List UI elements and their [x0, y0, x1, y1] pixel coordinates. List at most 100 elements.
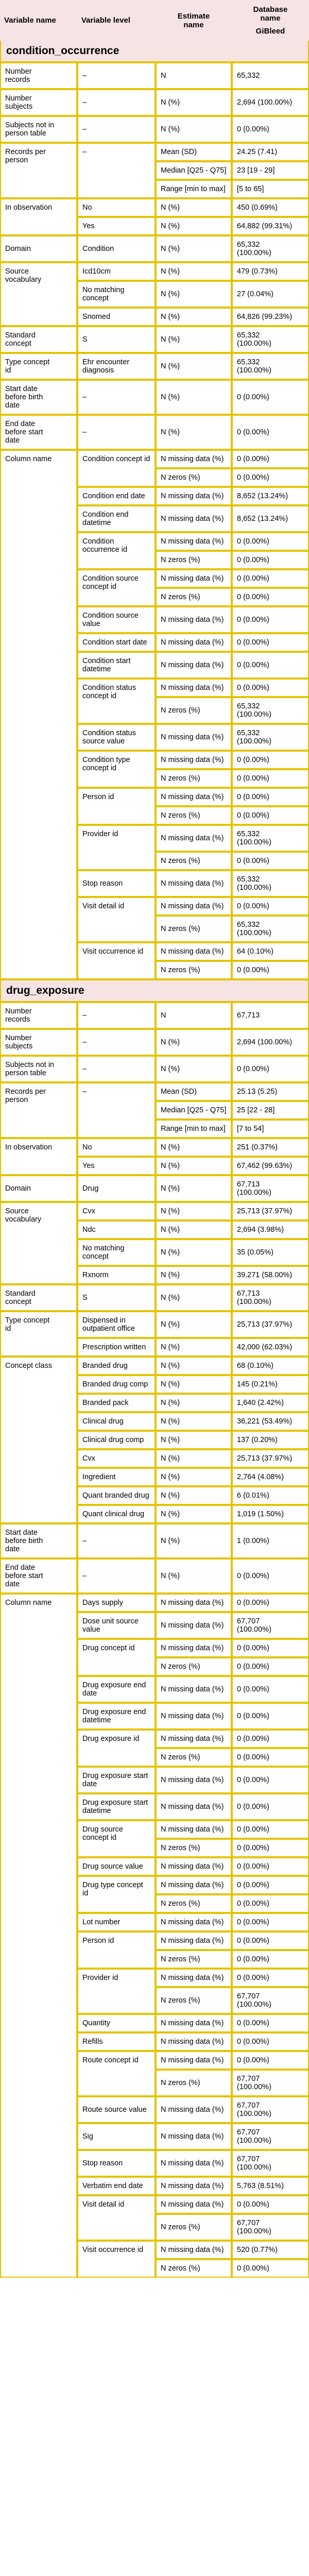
table-row: N zeros (%) 0 (0.00%): [0, 852, 309, 870]
estimate-name-cell: N (%): [156, 1558, 232, 1594]
table-row: No matching concept N (%) 27 (0.04%): [0, 281, 309, 308]
estimate-name-cell: N zeros (%): [156, 1950, 232, 1969]
variable-level-cell: Lot number: [77, 1913, 156, 1931]
variable-level-cell: No matching concept: [77, 281, 156, 308]
table-row: Drug exposure start date N missing data (…: [0, 1767, 309, 1793]
estimate-name-cell: N missing data (%): [156, 1913, 232, 1931]
value-cell: 42,000 (62.03%): [232, 1338, 309, 1357]
estimate-name-cell: N missing data (%): [156, 2177, 232, 2195]
estimate-name-cell: N missing data (%): [156, 487, 232, 505]
value-cell: [5 to 65]: [232, 180, 309, 198]
value-cell: 67,713 (100.00%): [232, 1175, 309, 1202]
table-row: Condition end datetime N missing data (%)…: [0, 505, 309, 532]
estimate-name-cell: Range [min to max]: [156, 180, 232, 198]
table-row: N zeros (%) 0 (0.00%): [0, 1748, 309, 1767]
variable-name-cell: Type concept id: [0, 1311, 77, 1357]
variable-level-cell: –: [77, 1082, 156, 1138]
table-row: Stop reason N missing data (%) 67,707 (100…: [0, 2150, 309, 2177]
table-row: Verbatim end date N missing data (%) 5,763…: [0, 2177, 309, 2195]
table-row: Drug type concept id N missing data (%) 0 …: [0, 1876, 309, 1913]
value-cell: 0 (0.00%): [232, 1969, 309, 1987]
value-cell: 0 (0.00%): [232, 551, 309, 569]
estimate-name-cell: N (%): [156, 89, 232, 116]
variable-level-cell: Condition source concept id: [77, 569, 156, 606]
estimate-name-cell: N (%): [156, 217, 232, 235]
variable-level-cell: Ehr encounter diagnosis: [77, 353, 156, 380]
variable-level-cell: Drug concept id: [77, 1639, 156, 1676]
estimate-name-cell: N (%): [156, 415, 232, 450]
table-row: Start date before birth date – N (%) 0 (0.0…: [0, 380, 309, 415]
table-row: Provider id N missing data (%) 0 (0.00%): [0, 1969, 309, 2014]
variable-level-cell: No matching concept: [77, 1239, 156, 1266]
value-cell: 25.13 (5.25): [232, 1082, 309, 1101]
variable-level-cell: –: [77, 1002, 156, 1029]
variable-name-cell: Subjects not in person table: [0, 1056, 77, 1082]
table-row: Range [min to max] [7 to 54]: [0, 1120, 309, 1138]
value-cell: 27 (0.04%): [232, 281, 309, 308]
value-cell: 0 (0.00%): [232, 2051, 309, 2070]
table-row: N zeros (%) 67,707 (100.00%): [0, 1987, 309, 2014]
variable-level-cell: Yes: [77, 217, 156, 235]
value-cell: 0 (0.00%): [232, 1857, 309, 1876]
estimate-name-cell: N missing data (%): [156, 2150, 232, 2177]
table-row: N zeros (%) 65,332 (100.00%): [0, 697, 309, 724]
variable-name-cell: Subjects not in person table: [0, 116, 77, 143]
estimate-name-cell: N zeros (%): [156, 1839, 232, 1857]
value-cell: 2,694 (100.00%): [232, 1029, 309, 1056]
variable-level-cell: –: [77, 116, 156, 143]
value-cell: 0 (0.00%): [232, 852, 309, 870]
estimate-name-cell: N missing data (%): [156, 724, 232, 751]
col-header-variable-name-label: Variable name: [4, 16, 56, 25]
variable-level-cell: –: [77, 1558, 156, 1594]
estimate-name-cell: N missing data (%): [156, 2096, 232, 2123]
col-header-variable-name: Variable name: [0, 0, 77, 41]
estimate-name-cell: N (%): [156, 1449, 232, 1468]
variable-level-cell: No: [77, 1138, 156, 1157]
value-cell: 25,713 (37.97%): [232, 1202, 309, 1221]
table-row: Condition source concept id N missing dat…: [0, 569, 309, 606]
value-cell: 0 (0.00%): [232, 1676, 309, 1703]
table-row: Ndc N (%) 2,694 (3.98%): [0, 1221, 309, 1239]
variable-level-cell: –: [77, 89, 156, 116]
table-row: Condition type concept id N missing data …: [0, 751, 309, 788]
estimate-name-cell: N (%): [156, 281, 232, 308]
variable-level-cell: Branded pack: [77, 1394, 156, 1412]
estimate-name-cell: N (%): [156, 326, 232, 353]
value-cell: 0 (0.00%): [232, 1594, 309, 1612]
variable-name-cell: Type concept id: [0, 353, 77, 380]
table-row: N zeros (%) 0 (0.00%): [0, 468, 309, 487]
value-cell: 1,019 (1.50%): [232, 1505, 309, 1523]
variable-name-cell: Number subjects: [0, 1029, 77, 1056]
variable-level-cell: –: [77, 143, 156, 198]
database-name-spanner-label: Database name: [253, 5, 288, 23]
estimate-name-cell: Range [min to max]: [156, 1120, 232, 1138]
summary-table: Variable name Variable level Estimate na…: [0, 0, 309, 2278]
value-cell: 0 (0.00%): [232, 1931, 309, 1950]
variable-level-cell: Drug source concept id: [77, 1820, 156, 1857]
value-cell: 65,332 (100.00%): [232, 870, 309, 897]
table-row: Subjects not in person table – N (%) 0 (0.0…: [0, 1056, 309, 1082]
table-row: Start date before birth date – N (%) 1 (0.0…: [0, 1523, 309, 1558]
table-row: Dose unit source value N missing data (%)…: [0, 1612, 309, 1639]
table-row: Condition start datetime N missing data (…: [0, 652, 309, 679]
variable-name-cell: Domain: [0, 1175, 77, 1202]
variable-level-cell: Drug exposure end datetime: [77, 1703, 156, 1730]
variable-level-cell: Person id: [77, 1931, 156, 1969]
variable-level-cell: Quant branded drug: [77, 1486, 156, 1505]
variable-level-cell: Prescription written: [77, 1338, 156, 1357]
estimate-name-cell: N missing data (%): [156, 1639, 232, 1657]
table-row: Concept class Branded drug N (%) 68 (0.10%): [0, 1357, 309, 1523]
variable-level-cell: Condition concept id: [77, 450, 156, 487]
value-cell: 39,271 (58.00%): [232, 1266, 309, 1284]
value-cell: 67,707 (100.00%): [232, 2096, 309, 2123]
table-row: Source vocabulary Icd10cm N (%) 479 (0.73%): [0, 262, 309, 326]
estimate-name-cell: N missing data (%): [156, 751, 232, 769]
value-cell: 65,332 (100.00%): [232, 697, 309, 724]
estimate-name-cell: N missing data (%): [156, 942, 232, 961]
table-row: Rxnorm N (%) 39,271 (58.00%): [0, 1266, 309, 1284]
table-row: Ingredient N (%) 2,764 (4.08%): [0, 1468, 309, 1486]
value-cell: 0 (0.00%): [232, 1657, 309, 1676]
table-row: Median [Q25 - Q75] 25 [22 - 28]: [0, 1101, 309, 1120]
table-row: Condition status concept id N missing dat…: [0, 679, 309, 724]
value-cell: 0 (0.00%): [232, 1639, 309, 1657]
